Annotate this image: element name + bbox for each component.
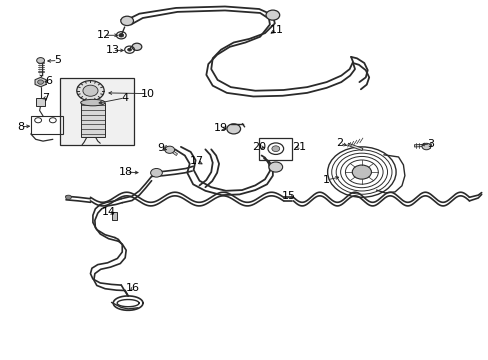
Text: 15: 15 (281, 191, 295, 201)
Text: 8: 8 (17, 122, 24, 132)
Circle shape (132, 43, 142, 50)
Text: 1: 1 (323, 175, 329, 185)
Circle shape (127, 48, 131, 51)
Text: 6: 6 (45, 76, 52, 86)
Circle shape (164, 146, 174, 153)
Polygon shape (35, 77, 46, 87)
Text: 7: 7 (42, 93, 49, 103)
Circle shape (351, 165, 371, 179)
Text: 17: 17 (190, 156, 203, 166)
Text: 14: 14 (102, 207, 115, 217)
Bar (36, 98, 45, 106)
Circle shape (421, 143, 430, 150)
Text: 5: 5 (54, 55, 61, 66)
Text: 21: 21 (292, 142, 305, 152)
Circle shape (265, 10, 279, 20)
Bar (31, 116, 62, 134)
Ellipse shape (81, 99, 105, 106)
Circle shape (268, 162, 282, 172)
Text: 12: 12 (97, 30, 110, 40)
Text: 13: 13 (105, 45, 119, 55)
Text: 9: 9 (157, 143, 163, 153)
Text: 11: 11 (269, 24, 283, 35)
Text: 4: 4 (121, 93, 128, 103)
Circle shape (226, 124, 240, 134)
Text: 3: 3 (426, 139, 433, 149)
Bar (112, 212, 117, 220)
Circle shape (77, 81, 104, 101)
Text: 16: 16 (126, 283, 140, 293)
Text: 20: 20 (252, 142, 265, 152)
Circle shape (37, 58, 44, 63)
Text: 18: 18 (119, 167, 133, 177)
Circle shape (119, 33, 123, 37)
Circle shape (65, 195, 71, 199)
Bar (81, 103, 105, 137)
Bar (60, 78, 134, 145)
Circle shape (150, 168, 162, 177)
Circle shape (121, 16, 133, 26)
Circle shape (271, 146, 279, 152)
Text: 10: 10 (141, 89, 154, 99)
Text: 19: 19 (214, 123, 227, 133)
Bar (259, 138, 292, 160)
Circle shape (83, 85, 98, 96)
Circle shape (38, 80, 43, 84)
Text: 2: 2 (336, 138, 343, 148)
